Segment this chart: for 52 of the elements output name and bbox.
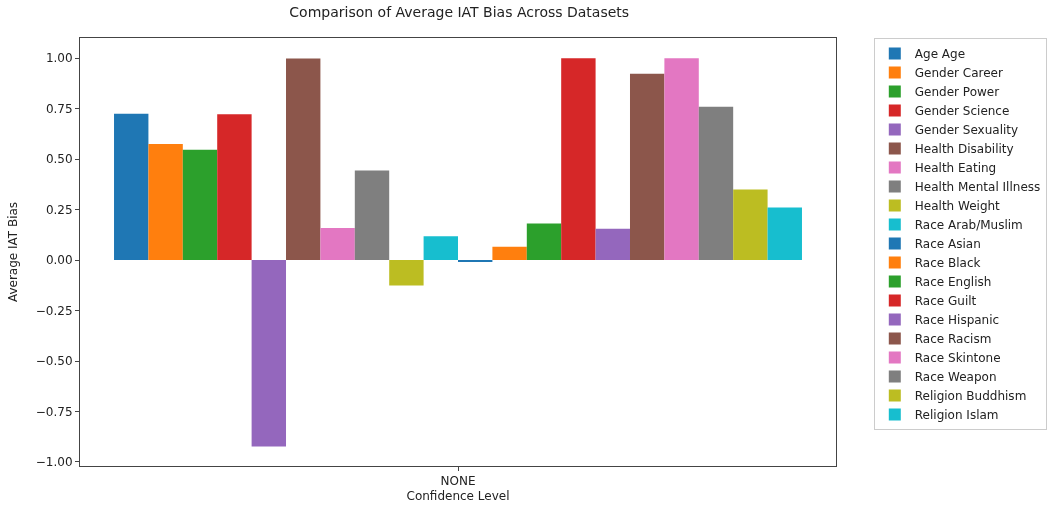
bar xyxy=(389,260,424,286)
y-tick-label: 0.25 xyxy=(45,202,73,217)
legend-label: Race Arab/Muslim xyxy=(914,218,1023,233)
bar xyxy=(217,114,252,261)
y-tick-label: 0.75 xyxy=(45,101,73,116)
bar xyxy=(251,260,287,447)
legend-label: Gender Career xyxy=(914,66,1003,81)
bar xyxy=(114,113,149,261)
bar xyxy=(286,58,321,261)
legend-label: Race Skintone xyxy=(914,351,1001,366)
y-tick-label: 0.50 xyxy=(45,152,73,167)
bar xyxy=(629,73,665,261)
legend-label: Race English xyxy=(914,275,992,290)
bar xyxy=(767,207,802,261)
bar xyxy=(561,58,596,261)
x-axis-title: Confidence Level xyxy=(406,489,510,504)
y-tick-label: 1.00 xyxy=(45,51,73,66)
legend-label: Race Guilt xyxy=(914,294,977,309)
legend-label: Health Mental Illness xyxy=(914,180,1041,195)
y-tick-label: −0.25 xyxy=(35,303,73,318)
legend-label: Gender Power xyxy=(914,85,1000,100)
y-tick-label: 0.00 xyxy=(45,253,73,268)
bar xyxy=(182,149,218,261)
bar xyxy=(354,170,390,261)
y-axis-title: Average IAT Bias xyxy=(6,201,21,303)
bar xyxy=(148,143,183,261)
legend-label: Health Weight xyxy=(914,199,1001,214)
y-tick-label: −0.50 xyxy=(35,354,73,369)
legend-label: Health Eating xyxy=(914,161,997,176)
legend-label: Religion Islam xyxy=(914,408,999,423)
y-tick-label: −0.75 xyxy=(35,404,73,419)
legend-label: Religion Buddhism xyxy=(914,389,1027,404)
legend-label: Race Weapon xyxy=(914,370,997,385)
legend-label: Race Racism xyxy=(914,332,992,347)
legend-label: Race Hispanic xyxy=(914,313,1000,328)
bar xyxy=(423,236,458,261)
y-tick-label: −1.00 xyxy=(35,455,73,470)
bar xyxy=(733,189,768,261)
bar xyxy=(595,228,630,261)
bar xyxy=(698,106,734,261)
bar xyxy=(526,223,562,261)
bar xyxy=(492,246,527,261)
chart-title: Comparison of Average IAT Bias Across Datasets xyxy=(289,4,630,21)
legend-label: Age Age xyxy=(914,47,966,62)
legend-label: Race Asian xyxy=(914,237,981,252)
legend-label: Race Black xyxy=(914,256,981,271)
x-tick-label: NONE xyxy=(440,474,476,489)
bar xyxy=(664,58,699,261)
legend-label: Health Disability xyxy=(914,142,1014,157)
legend-label: Gender Science xyxy=(914,104,1010,119)
legend-label: Gender Sexuality xyxy=(914,123,1019,138)
bar xyxy=(320,227,355,261)
